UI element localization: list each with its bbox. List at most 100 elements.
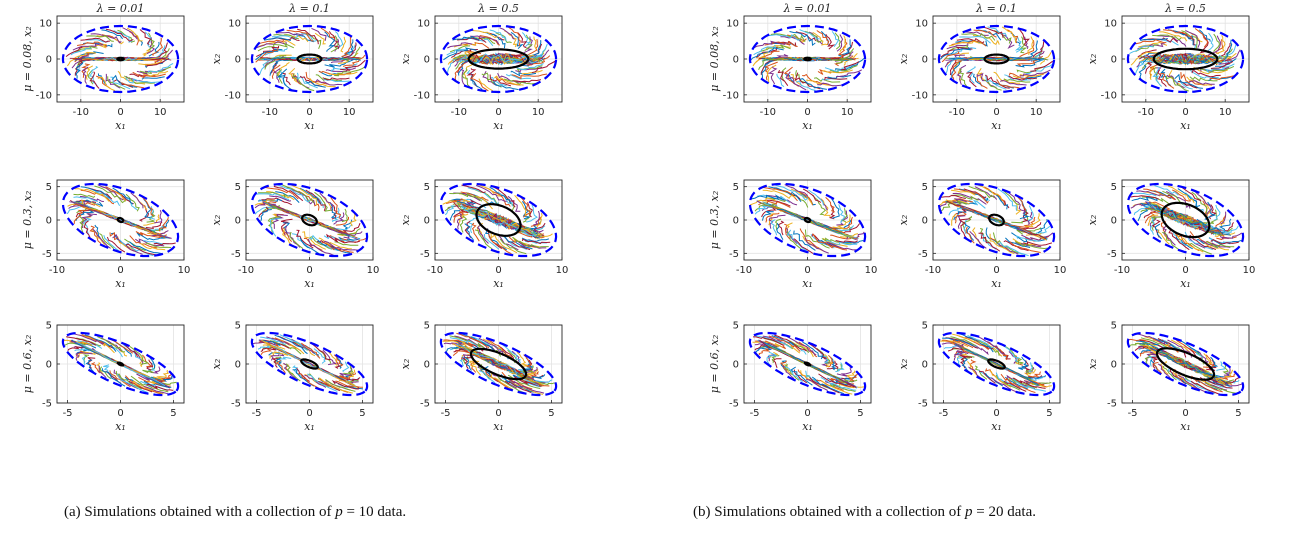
y-axis-label: μ = 0.3, x₂ (708, 191, 721, 249)
y-tick-label: 5 (1111, 321, 1117, 332)
trajectory (799, 78, 827, 90)
trajectory (836, 210, 848, 226)
trajectory (289, 231, 304, 250)
trajectory (311, 27, 327, 41)
x-tick-label: -10 (760, 107, 776, 118)
trajectory (778, 220, 785, 236)
y-tick-label: -5 (1107, 249, 1117, 260)
x-axis-label: x₁ (991, 277, 1002, 290)
trajectory (990, 377, 1018, 393)
x-axis-label: x₁ (304, 420, 315, 433)
x-tick-label: 10 (1243, 265, 1256, 276)
trajectory (1029, 362, 1034, 373)
trajectory (81, 355, 86, 366)
trajectory (271, 56, 348, 62)
y-tick-label: 0 (1111, 216, 1117, 227)
trajectory (1214, 204, 1221, 221)
trajectory (530, 216, 541, 227)
trajectory (97, 336, 126, 353)
trajectory (804, 229, 830, 249)
trajectory (292, 73, 315, 92)
outer-ellipse (748, 331, 867, 397)
trajectory (322, 349, 338, 366)
subplot-f1-r0-c0: -10 0 10 -10 0 10 x₁ μ = 0.08, x₂ λ = 0.01 (708, 2, 872, 132)
trajectory (486, 339, 513, 359)
trajectory (449, 192, 483, 202)
outer-ellipse (439, 331, 558, 397)
y-tick-label: 0 (1111, 360, 1117, 371)
trajectory (838, 39, 852, 57)
trajectory (1163, 29, 1194, 41)
trajectory (482, 53, 515, 65)
trajectory (508, 27, 521, 47)
y-tick-label: 0 (922, 360, 928, 371)
x-tick-label: 10 (1054, 265, 1067, 276)
trajectory (476, 225, 489, 244)
inner-ellipse (300, 358, 319, 370)
trajectory (516, 351, 528, 367)
trajectory (1218, 218, 1232, 231)
trajectory (1171, 189, 1191, 202)
y-axis-label: x₂ (210, 54, 223, 65)
trajectory (753, 336, 785, 346)
trajectory (67, 51, 97, 67)
x-axis-label: x₁ (1180, 119, 1191, 132)
trajectory (74, 51, 104, 61)
trajectory (258, 191, 289, 199)
trajectory (940, 200, 967, 212)
subplot-f0-r1-c2: -10 0 10 -5 0 5 x₁ x₂ (399, 179, 568, 290)
subplot-f0-r2-c1: -5 0 5 -5 0 5 x₁ x₂ (210, 321, 374, 433)
trajectory (286, 29, 314, 42)
trajectory (940, 46, 973, 58)
trajectory (291, 233, 311, 249)
x-tick-label: 5 (1235, 408, 1241, 419)
trajectory (1157, 35, 1187, 47)
trajectory (1202, 241, 1229, 251)
trajectory (259, 39, 285, 44)
trajectory (786, 339, 810, 353)
trajectory (1189, 76, 1218, 82)
trajectory (945, 58, 957, 74)
trajectory (1161, 339, 1183, 353)
y-tick-label: -5 (42, 249, 52, 260)
trajectory (1003, 78, 1031, 83)
trajectory (1135, 44, 1159, 53)
x-tick-label: 0 (804, 107, 810, 118)
trajectory (1225, 369, 1234, 378)
trajectory (130, 375, 169, 393)
trajectory (296, 28, 319, 45)
trajectory (976, 75, 988, 89)
trajectory (260, 209, 272, 222)
subplot-f0-r1-c0: -10 0 10 -5 0 5 x₁ μ = 0.3, x₂ (21, 179, 190, 290)
trajectory (276, 357, 283, 371)
y-tick-label: -10 (225, 90, 241, 101)
trajectory (462, 356, 471, 370)
subplot-f1-r0-c2: -10 0 10 -10 0 10 x₁ x₂ λ = 0.5 (1086, 2, 1250, 132)
trajectory (145, 221, 163, 229)
y-tick-label: 0 (235, 360, 241, 371)
trajectory (125, 77, 161, 84)
trajectory (1014, 241, 1048, 250)
trajectory (129, 235, 158, 249)
trajectory (1166, 75, 1189, 92)
trajectory (952, 333, 980, 344)
trajectory (1131, 196, 1158, 202)
trajectory (835, 57, 865, 71)
column-title: λ = 0.5 (477, 2, 519, 15)
y-tick-label: -5 (918, 399, 928, 410)
trajectory (1037, 219, 1048, 234)
trajectory (774, 184, 809, 201)
trajectory (974, 186, 998, 200)
trajectory (147, 62, 174, 73)
y-tick-label: 10 (39, 19, 52, 30)
trajectory (995, 241, 1019, 255)
trajectory (967, 335, 994, 349)
trajectory (987, 26, 1008, 38)
y-tick-label: 0 (46, 360, 52, 371)
trajectory (1194, 28, 1208, 48)
trajectory (997, 242, 1029, 257)
trajectory (1170, 339, 1191, 353)
trajectory (1008, 351, 1017, 364)
trajectory (270, 353, 285, 361)
